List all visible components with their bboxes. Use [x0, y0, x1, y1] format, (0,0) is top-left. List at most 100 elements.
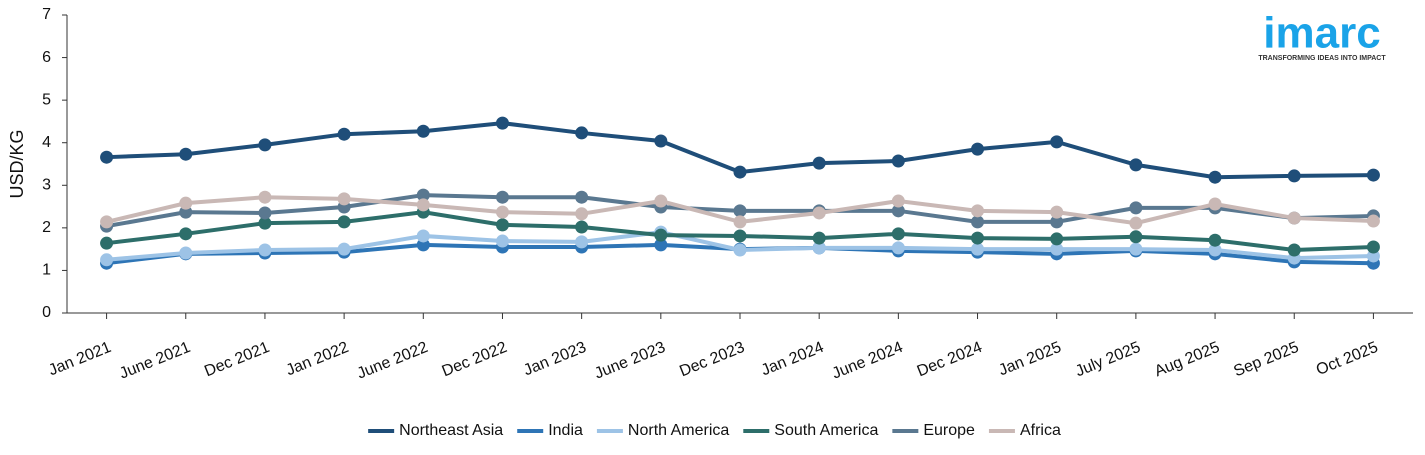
data-point: [1287, 211, 1301, 225]
data-point: [1050, 205, 1064, 219]
x-tick-label: Dec 2021: [202, 339, 272, 380]
data-point: [258, 138, 272, 152]
x-tick-label: June 2022: [355, 339, 431, 383]
data-point: [971, 215, 985, 229]
data-point: [891, 204, 905, 218]
data-point: [1050, 215, 1064, 229]
data-point: [1129, 242, 1143, 256]
x-tick-label: June 2021: [117, 339, 193, 383]
data-point: [971, 142, 985, 156]
data-point: [654, 194, 668, 208]
data-point: [1050, 232, 1064, 246]
data-point: [100, 236, 114, 250]
data-point: [337, 215, 351, 229]
x-tick-label: Dec 2023: [677, 339, 747, 380]
y-tick-label: 1: [42, 262, 51, 279]
data-point: [495, 218, 509, 232]
x-tick-label: Jan 2023: [521, 339, 589, 379]
data-point: [337, 127, 351, 141]
data-point: [1050, 242, 1064, 256]
legend-label: Europe: [923, 422, 975, 439]
data-point: [100, 215, 114, 229]
x-tick-label: Jan 2024: [759, 339, 827, 379]
y-tick-label: 6: [42, 49, 51, 66]
data-point: [1208, 170, 1222, 184]
data-point: [575, 126, 589, 140]
data-point: [258, 206, 272, 220]
data-point: [1366, 249, 1380, 263]
legend-label: North America: [628, 422, 729, 439]
data-point: [100, 150, 114, 164]
x-tick-label: Jan 2022: [284, 339, 352, 379]
data-point: [1366, 214, 1380, 228]
data-point: [575, 207, 589, 221]
data-point: [1129, 158, 1143, 172]
data-point: [179, 196, 193, 210]
data-point: [258, 216, 272, 230]
data-point: [1287, 169, 1301, 183]
data-point: [258, 190, 272, 204]
x-tick-label: Aug 2025: [1152, 339, 1222, 380]
data-point: [1366, 168, 1380, 182]
data-point: [100, 253, 114, 267]
data-point: [1287, 243, 1301, 257]
logo-name: imarc: [1263, 9, 1380, 58]
y-axis-label: USD/KG: [7, 129, 27, 198]
x-tick-label: Dec 2022: [440, 339, 510, 380]
data-point: [1129, 216, 1143, 230]
data-point: [258, 243, 272, 257]
data-point: [179, 205, 193, 219]
legend-label: South America: [774, 422, 878, 439]
data-point: [654, 134, 668, 148]
data-point: [891, 194, 905, 208]
y-tick-label: 2: [42, 219, 51, 236]
data-point: [416, 229, 430, 243]
data-point: [812, 241, 826, 255]
data-point: [733, 165, 747, 179]
x-tick-label: July 2025: [1073, 339, 1143, 380]
data-point: [971, 231, 985, 245]
data-point: [337, 242, 351, 256]
data-point: [179, 147, 193, 161]
x-tick-label: Sep 2025: [1231, 339, 1301, 380]
data-point: [1129, 201, 1143, 215]
data-point: [495, 190, 509, 204]
data-point: [733, 215, 747, 229]
legend-label: India: [548, 422, 583, 439]
data-point: [1208, 197, 1222, 211]
data-point: [733, 229, 747, 243]
data-point: [733, 243, 747, 257]
logo-tagline: TRANSFORMING IDEAS INTO IMPACT: [1258, 55, 1386, 62]
data-point: [654, 238, 668, 252]
data-point: [971, 204, 985, 218]
data-point: [416, 124, 430, 138]
data-point: [891, 241, 905, 255]
data-point: [179, 246, 193, 260]
data-point: [971, 242, 985, 256]
x-tick-label: Jan 2021: [46, 339, 114, 379]
data-point: [495, 205, 509, 219]
data-point: [654, 228, 668, 242]
y-tick-label: 5: [42, 91, 51, 108]
data-point: [812, 231, 826, 245]
data-point: [1129, 230, 1143, 244]
data-point: [495, 234, 509, 248]
y-tick-label: 0: [42, 304, 51, 321]
data-point: [575, 235, 589, 249]
data-point: [1366, 240, 1380, 254]
legend-label: Northeast Asia: [399, 422, 503, 439]
data-point: [575, 220, 589, 234]
y-tick-label: 7: [42, 6, 51, 23]
data-point: [575, 190, 589, 204]
data-point: [1050, 135, 1064, 149]
x-tick-label: Oct 2025: [1314, 339, 1381, 379]
y-tick-label: 3: [42, 177, 51, 194]
data-point: [495, 116, 509, 130]
x-tick-label: June 2024: [830, 339, 906, 383]
data-point: [416, 198, 430, 212]
data-point: [733, 204, 747, 218]
data-point: [416, 238, 430, 252]
y-tick-label: 4: [42, 134, 51, 151]
legend-label: Africa: [1020, 422, 1061, 439]
